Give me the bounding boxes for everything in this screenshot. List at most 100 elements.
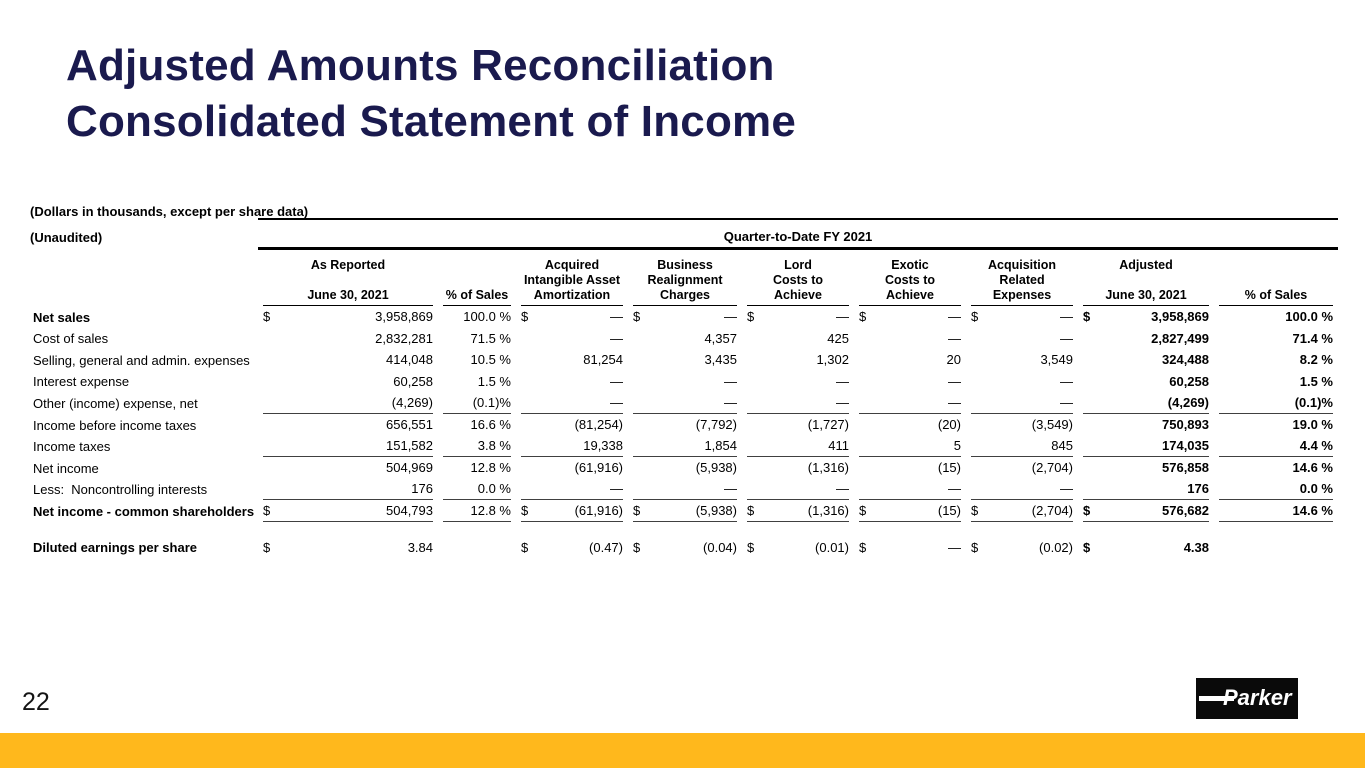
row-label: Selling, general and admin. expenses — [33, 352, 250, 368]
value-cell: 1,854 — [628, 436, 742, 458]
value-cell: 71.4 % — [1214, 328, 1338, 350]
value-cell: (20) — [854, 414, 966, 436]
value-cell: $ — — [628, 306, 742, 328]
value-cell: — — [742, 371, 854, 393]
cell-value: — — [948, 309, 961, 325]
value-cell: 10.5 % — [438, 349, 516, 371]
cell-value: 411 — [828, 438, 849, 454]
value-cell: $3.84 — [258, 537, 438, 559]
column-header: Acquisition Related Expenses — [966, 258, 1078, 307]
cell-value: (61,916) — [574, 460, 623, 476]
value-cell: 1.5 % — [438, 371, 516, 393]
cell-value: — — [948, 481, 961, 497]
cell-value: 3,958,869 — [1151, 309, 1209, 325]
column-header-line — [1219, 273, 1333, 288]
cell-value: — — [724, 373, 737, 389]
column-header-line: % of Sales — [1244, 287, 1308, 302]
table-row: Interest expense 60,258 1.5 % — — — — — 60,258 1.… — [28, 371, 1338, 393]
cell-value: (4,269) — [1167, 394, 1209, 410]
column-header: As Reported June 30, 2021 — [258, 258, 438, 307]
value-cell: — — [628, 393, 742, 415]
cell-value: 2,827,499 — [1151, 330, 1209, 346]
cell-value: — — [836, 394, 849, 410]
value-cell: — — [742, 479, 854, 501]
cell-value: 3,435 — [704, 352, 737, 368]
cell-value: — — [1060, 481, 1073, 497]
column-header-line: Charges — [659, 287, 711, 302]
cell-value: 576,858 — [1162, 460, 1209, 476]
value-cell: (4,269) — [258, 393, 438, 415]
value-cell: 5 — [854, 436, 966, 458]
value-cell: 176 — [1078, 479, 1214, 501]
cell-value: 576,682 — [1162, 502, 1209, 518]
value-cell — [1214, 537, 1338, 559]
cell-value: (0.04) — [703, 539, 737, 555]
cell-value: 12.8 % — [470, 460, 511, 476]
cell-value: 414,048 — [386, 352, 433, 368]
cell-value: — — [610, 394, 623, 410]
row-label: Net income — [33, 460, 99, 476]
currency-symbol: $ — [633, 502, 641, 518]
currency-symbol: $ — [263, 309, 271, 325]
value-cell: $ (0.47) — [516, 537, 628, 559]
cell-value: 14.6 % — [1292, 502, 1333, 518]
column-header-line — [263, 273, 433, 288]
cell-value: (0.1)% — [472, 394, 511, 410]
header-rule-thin — [258, 218, 1338, 220]
cell-value: 750,893 — [1162, 417, 1209, 433]
cell-value: 324,488 — [1162, 352, 1209, 368]
value-cell: 100.0 % — [438, 306, 516, 328]
value-cell: 414,048 — [258, 349, 438, 371]
column-header: Adjusted June 30, 2021 — [1078, 258, 1214, 307]
value-cell: (2,704) — [966, 457, 1078, 479]
parker-logo: Parker — [1196, 678, 1298, 719]
value-cell: 19,338 — [516, 436, 628, 458]
value-cell: $4.38 — [1078, 537, 1214, 559]
cell-value: 1,854 — [704, 438, 737, 454]
value-cell: 81,254 — [516, 349, 628, 371]
value-cell: — — [742, 393, 854, 415]
value-cell: 1.5 % — [1214, 371, 1338, 393]
cell-value: — — [836, 373, 849, 389]
table-row: Less: Noncontrolling interests 176 0.0 % — —… — [28, 479, 1338, 501]
cell-value: 504,793 — [386, 502, 433, 518]
value-cell: 12.8 % — [438, 457, 516, 479]
value-cell: — — [516, 371, 628, 393]
value-cell: — — [966, 479, 1078, 501]
column-header: Business Realignment Charges — [628, 258, 742, 307]
value-cell: $ — — [516, 306, 628, 328]
value-cell: 16.6 % — [438, 414, 516, 436]
cell-value: 656,551 — [386, 417, 433, 433]
cell-value: (5,938) — [695, 460, 737, 476]
cell-value: 1.5 % — [1299, 373, 1333, 389]
value-cell: $ (5,938) — [628, 501, 742, 523]
column-header-line: Expenses — [992, 287, 1052, 302]
column-header-line: Business — [657, 258, 713, 272]
cell-value: 174,035 — [1162, 438, 1209, 454]
cell-value: (20) — [937, 417, 961, 433]
value-cell: 20 — [854, 349, 966, 371]
column-header-line: Achieve — [886, 287, 934, 302]
header-row: As Reported June 30, 2021 % of Sales Acquir… — [28, 258, 1338, 307]
value-cell: 12.8 % — [438, 501, 516, 523]
currency-symbol: $ — [859, 309, 867, 325]
cell-value: (0.01) — [815, 539, 849, 555]
cell-value: — — [948, 373, 961, 389]
value-cell: (1,316) — [742, 457, 854, 479]
column-header-line: Costs to — [885, 272, 935, 287]
currency-symbol: $ — [1083, 502, 1091, 518]
page-title-line1: Adjusted Amounts Reconciliation — [66, 41, 775, 90]
value-cell: — — [516, 328, 628, 350]
value-cell: 845 — [966, 436, 1078, 458]
value-cell: 656,551 — [258, 414, 438, 436]
value-cell: — — [628, 479, 742, 501]
row-label: Income before income taxes — [33, 417, 197, 433]
row-label: Net income - common shareholders — [33, 503, 255, 519]
column-header-line: June 30, 2021 — [307, 287, 389, 302]
cell-value: — — [836, 481, 849, 497]
cell-value: 14.6 % — [1292, 460, 1333, 476]
value-cell: $ — — [854, 537, 966, 559]
value-cell: $ (0.01) — [742, 537, 854, 559]
column-header-line — [1083, 273, 1209, 288]
